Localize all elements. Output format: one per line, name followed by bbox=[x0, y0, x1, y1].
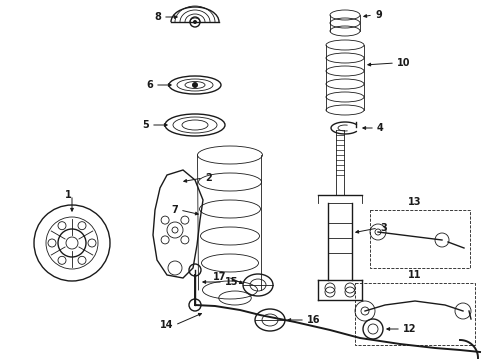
Text: 7: 7 bbox=[171, 204, 178, 215]
Text: 10: 10 bbox=[397, 58, 411, 68]
Text: 6: 6 bbox=[146, 80, 153, 90]
Text: 11: 11 bbox=[408, 270, 422, 280]
Bar bbox=[370, 210, 470, 268]
Text: 4: 4 bbox=[377, 123, 384, 133]
Text: 1: 1 bbox=[65, 189, 72, 199]
Text: 16: 16 bbox=[307, 315, 320, 325]
Text: 14: 14 bbox=[160, 320, 173, 330]
Text: 15: 15 bbox=[225, 277, 239, 287]
Bar bbox=[355, 283, 475, 345]
Text: 5: 5 bbox=[142, 120, 149, 130]
Text: 8: 8 bbox=[154, 12, 161, 22]
Text: 12: 12 bbox=[403, 324, 416, 334]
Text: 13: 13 bbox=[408, 197, 422, 207]
Circle shape bbox=[192, 82, 198, 88]
Text: 2: 2 bbox=[205, 172, 212, 183]
Circle shape bbox=[193, 20, 197, 24]
Text: 9: 9 bbox=[375, 9, 382, 19]
Text: 17: 17 bbox=[213, 271, 226, 282]
Text: 3: 3 bbox=[380, 222, 387, 233]
